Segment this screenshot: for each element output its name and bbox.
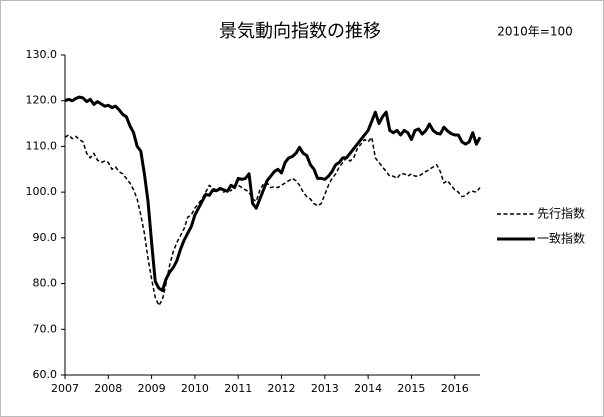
x-tick-label: 2009	[138, 382, 166, 395]
x-tick-label: 2007	[51, 382, 79, 395]
y-tick-label: 80.0	[33, 277, 58, 290]
x-tick-label: 2015	[397, 382, 425, 395]
y-tick-label: 110.0	[26, 139, 58, 152]
legend-label: 先行指数	[537, 206, 585, 221]
x-tick-label: 2014	[354, 382, 382, 395]
legend-label: 一致指数	[537, 231, 585, 246]
y-tick-label: 130.0	[26, 48, 58, 61]
x-tick-label: 2012	[268, 382, 296, 395]
x-tick-label: 2016	[441, 382, 469, 395]
x-tick-label: 2008	[94, 382, 122, 395]
y-tick-label: 60.0	[33, 368, 58, 381]
x-tick-label: 2010	[181, 382, 209, 395]
x-tick-label: 2013	[311, 382, 339, 395]
y-tick-label: 90.0	[33, 231, 58, 244]
y-tick-label: 120.0	[26, 94, 58, 107]
chart-title: 景気動向指数の推移	[219, 21, 381, 42]
x-tick-label: 2011	[224, 382, 252, 395]
y-tick-label: 70.0	[33, 322, 58, 335]
series-line	[64, 134, 481, 307]
annotation: 2010年=100	[497, 25, 573, 39]
y-tick-label: 100.0	[26, 185, 58, 198]
series-line	[64, 95, 482, 292]
